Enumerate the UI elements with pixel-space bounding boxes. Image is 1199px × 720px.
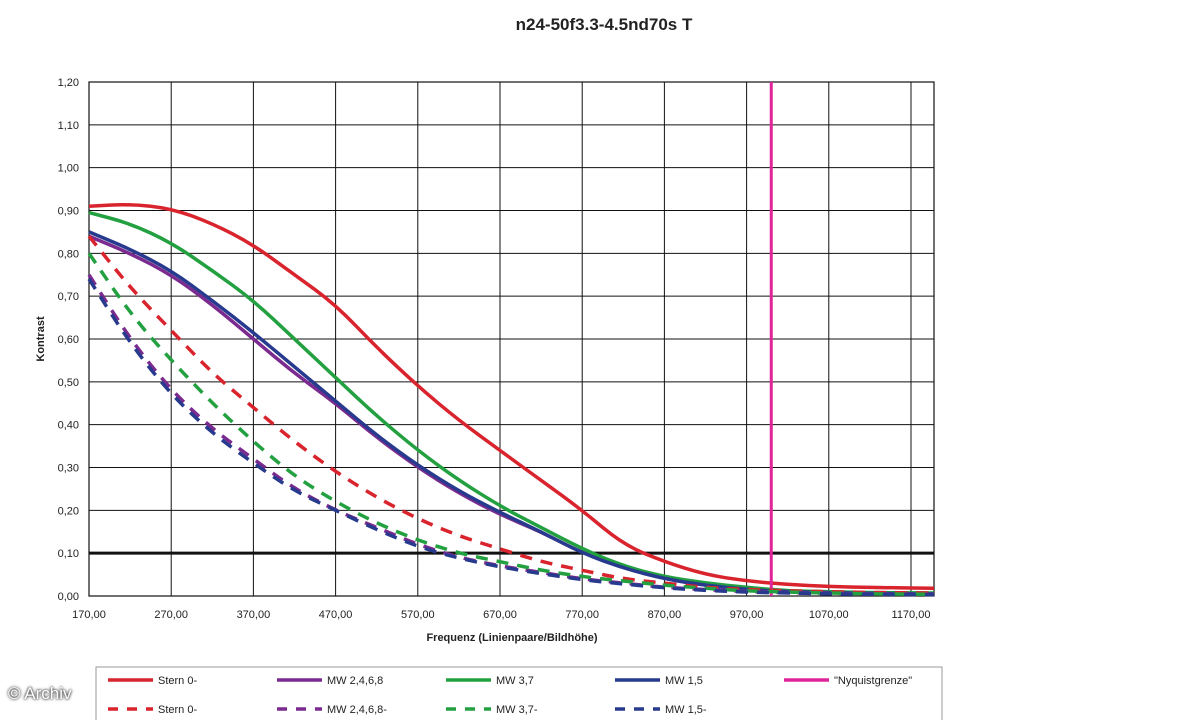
legend: Stern 0- MW 2,4,6,8 MW 3,7 MW 1,5 "Nyquistgr…	[95, 666, 943, 720]
y-axis-ticks: 0,00 0,10 0,20 0,30 0,40 0,50 0,60 0,70 0,80 0,90…	[58, 77, 79, 603]
legend-label-2: MW 2,4,6,8	[327, 675, 383, 687]
legend-label-9: MW 1,5-	[665, 704, 707, 716]
legend-label-4: MW 1,5	[665, 675, 703, 687]
y-tick-label: 0,40	[58, 420, 79, 432]
series-line-1	[88, 203, 935, 591]
archive-watermark: © Archiv	[8, 684, 72, 703]
x-tick-label: 370,00	[237, 609, 271, 621]
y-tick-label: 1,00	[58, 163, 79, 175]
x-axis-label: Frequenz (Linienpaare/Bildhöhe)	[426, 632, 597, 644]
x-tick-label: 570,00	[401, 609, 435, 621]
y-tick-label: 0,60	[58, 334, 79, 346]
y-tick-label: 0,50	[58, 377, 79, 389]
x-tick-label: 170,00	[72, 609, 106, 621]
legend-box	[95, 666, 943, 720]
y-tick-label: 0,90	[58, 206, 79, 218]
chart-title: n24-50f3.3-4.5nd70s T	[516, 15, 693, 34]
x-tick-label: 670,00	[483, 609, 517, 621]
y-tick-label: 0,10	[58, 548, 79, 560]
series-line-2	[88, 234, 935, 596]
grid	[88, 81, 935, 597]
legend-label-7: MW 2,4,6,8-	[327, 704, 387, 716]
y-tick-label: 0,00	[58, 591, 79, 603]
y-tick-label: 1,20	[58, 77, 79, 89]
series-line-6	[87, 235, 935, 595]
x-tick-label: 1170,00	[892, 609, 931, 621]
series-line-7	[87, 273, 935, 597]
y-tick-label: 0,30	[58, 463, 79, 475]
y-tick-label: 0,70	[58, 291, 79, 303]
series-line-8	[87, 252, 935, 597]
y-tick-label: 0,20	[58, 505, 79, 517]
y-tick-label: 1,10	[58, 120, 79, 132]
x-tick-label: 470,00	[319, 609, 353, 621]
y-tick-label: 0,80	[58, 248, 79, 260]
legend-label-1: Stern 0-	[158, 675, 197, 687]
series-line-9	[87, 278, 935, 597]
x-tick-label: 870,00	[648, 609, 682, 621]
series-line-4	[88, 230, 935, 596]
x-tick-label: 970,00	[730, 609, 764, 621]
x-axis-ticks: 170,00 270,00 370,00 470,00 570,00 670,00 770,…	[72, 609, 930, 621]
series-line-3	[88, 210, 935, 595]
x-tick-label: 770,00	[565, 609, 599, 621]
x-tick-label: 1070,00	[809, 609, 849, 621]
legend-label-5: "Nyquistgrenze"	[834, 675, 912, 687]
legend-label-6: Stern 0-	[158, 704, 197, 716]
legend-label-3: MW 3,7	[496, 675, 534, 687]
plot-area	[87, 82, 935, 597]
x-tick-label: 270,00	[154, 609, 188, 621]
legend-label-8: MW 3,7-	[496, 704, 538, 716]
y-axis-label: Kontrast	[35, 316, 47, 362]
